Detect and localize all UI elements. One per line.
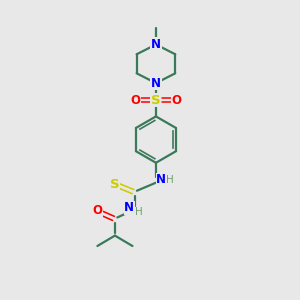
Text: O: O xyxy=(131,94,141,106)
Text: H: H xyxy=(166,175,173,185)
Text: N: N xyxy=(151,76,161,90)
Text: S: S xyxy=(110,178,120,191)
Text: H: H xyxy=(135,207,142,218)
Text: O: O xyxy=(171,94,181,106)
Text: N: N xyxy=(124,202,134,214)
Text: S: S xyxy=(151,94,161,106)
Text: N: N xyxy=(156,173,166,186)
Text: O: O xyxy=(92,204,102,218)
Text: N: N xyxy=(151,38,161,51)
